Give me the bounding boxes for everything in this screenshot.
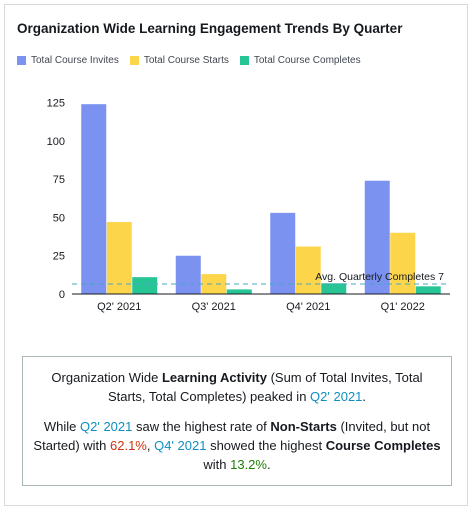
summary-quarter-highlight: Q4' 2021	[154, 438, 207, 453]
x-tick-label: Q2' 2021	[97, 301, 141, 313]
bar-starts	[295, 246, 321, 294]
bar-completes	[321, 283, 347, 294]
x-tick-label: Q4' 2021	[286, 301, 330, 313]
y-tick-label: 25	[53, 251, 65, 263]
legend-label-invites: Total Course Invites	[31, 54, 119, 66]
y-tick-label: 75	[53, 174, 65, 186]
legend-item-invites[interactable]: Total Course Invites	[17, 55, 119, 66]
summary-text: .	[266, 457, 271, 472]
x-tick-label: Q3' 2021	[192, 301, 236, 313]
bar-invites	[175, 255, 201, 294]
x-tick-label: Q1' 2022	[381, 301, 425, 313]
summary-completes-rate: 13.2%	[230, 457, 267, 472]
chart-legend: Total Course Invites Total Course Starts…	[17, 53, 372, 67]
summary-text: showed the highest	[206, 438, 326, 453]
chart-title: Organization Wide Learning Engagement Tr…	[17, 21, 403, 36]
summary-text: (Invited, but not Started) with	[33, 419, 431, 453]
summary-box: Organization Wide Learning Activity (Sum…	[22, 356, 452, 486]
bar-completes	[415, 286, 441, 294]
summary-text: .	[362, 389, 367, 404]
summary-paragraph-2: While Q2' 2021 saw the highest rate of N…	[31, 417, 443, 474]
legend-swatch-completes	[239, 55, 249, 65]
summary-text: While	[43, 419, 81, 434]
summary-text: saw the highest rate of	[132, 419, 271, 434]
y-tick-label: 125	[47, 98, 65, 110]
bar-completes	[132, 277, 158, 294]
bar-invites	[364, 180, 390, 294]
legend-item-starts[interactable]: Total Course Starts	[129, 54, 229, 66]
summary-emphasis: Non-Starts	[270, 419, 337, 434]
legend-item-completes[interactable]: Total Course Completes	[239, 54, 361, 66]
y-tick-label: 100	[47, 136, 65, 148]
bar-invites	[270, 212, 296, 294]
y-tick-label: 0	[59, 289, 65, 301]
legend-label-starts: Total Course Starts	[143, 54, 229, 66]
bar-starts	[201, 274, 227, 294]
summary-emphasis: Course Completes	[325, 438, 441, 453]
summary-text: with	[203, 457, 231, 472]
bar-invites	[81, 104, 107, 294]
bar-chart: 0 25 50 75 100 125 Q2' 2021 Q3' 2021 Q4' 2021 Q1'…	[47, 98, 450, 313]
summary-text: (Sum of Total Invites, Total Starts, Tot…	[107, 370, 423, 404]
legend-swatch-invites	[17, 55, 26, 65]
summary-nonstart-rate: 62.1%	[110, 438, 147, 453]
average-reference-label: Avg. Quarterly Completes 7	[315, 271, 444, 283]
summary-text: ,	[146, 438, 155, 453]
bar-starts	[106, 222, 132, 294]
legend-label-completes: Total Course Completes	[253, 54, 361, 66]
bar-completes	[226, 289, 252, 294]
summary-paragraph-1: Organization Wide Learning Activity (Sum…	[31, 368, 443, 406]
summary-quarter-highlight: Q2' 2021	[310, 389, 363, 404]
bar-starts	[390, 232, 416, 294]
summary-text: Organization Wide	[51, 370, 162, 385]
summary-emphasis: Learning Activity	[161, 370, 267, 385]
summary-quarter-highlight: Q2' 2021	[80, 419, 133, 434]
legend-swatch-starts	[129, 55, 139, 65]
y-tick-label: 50	[53, 212, 65, 224]
